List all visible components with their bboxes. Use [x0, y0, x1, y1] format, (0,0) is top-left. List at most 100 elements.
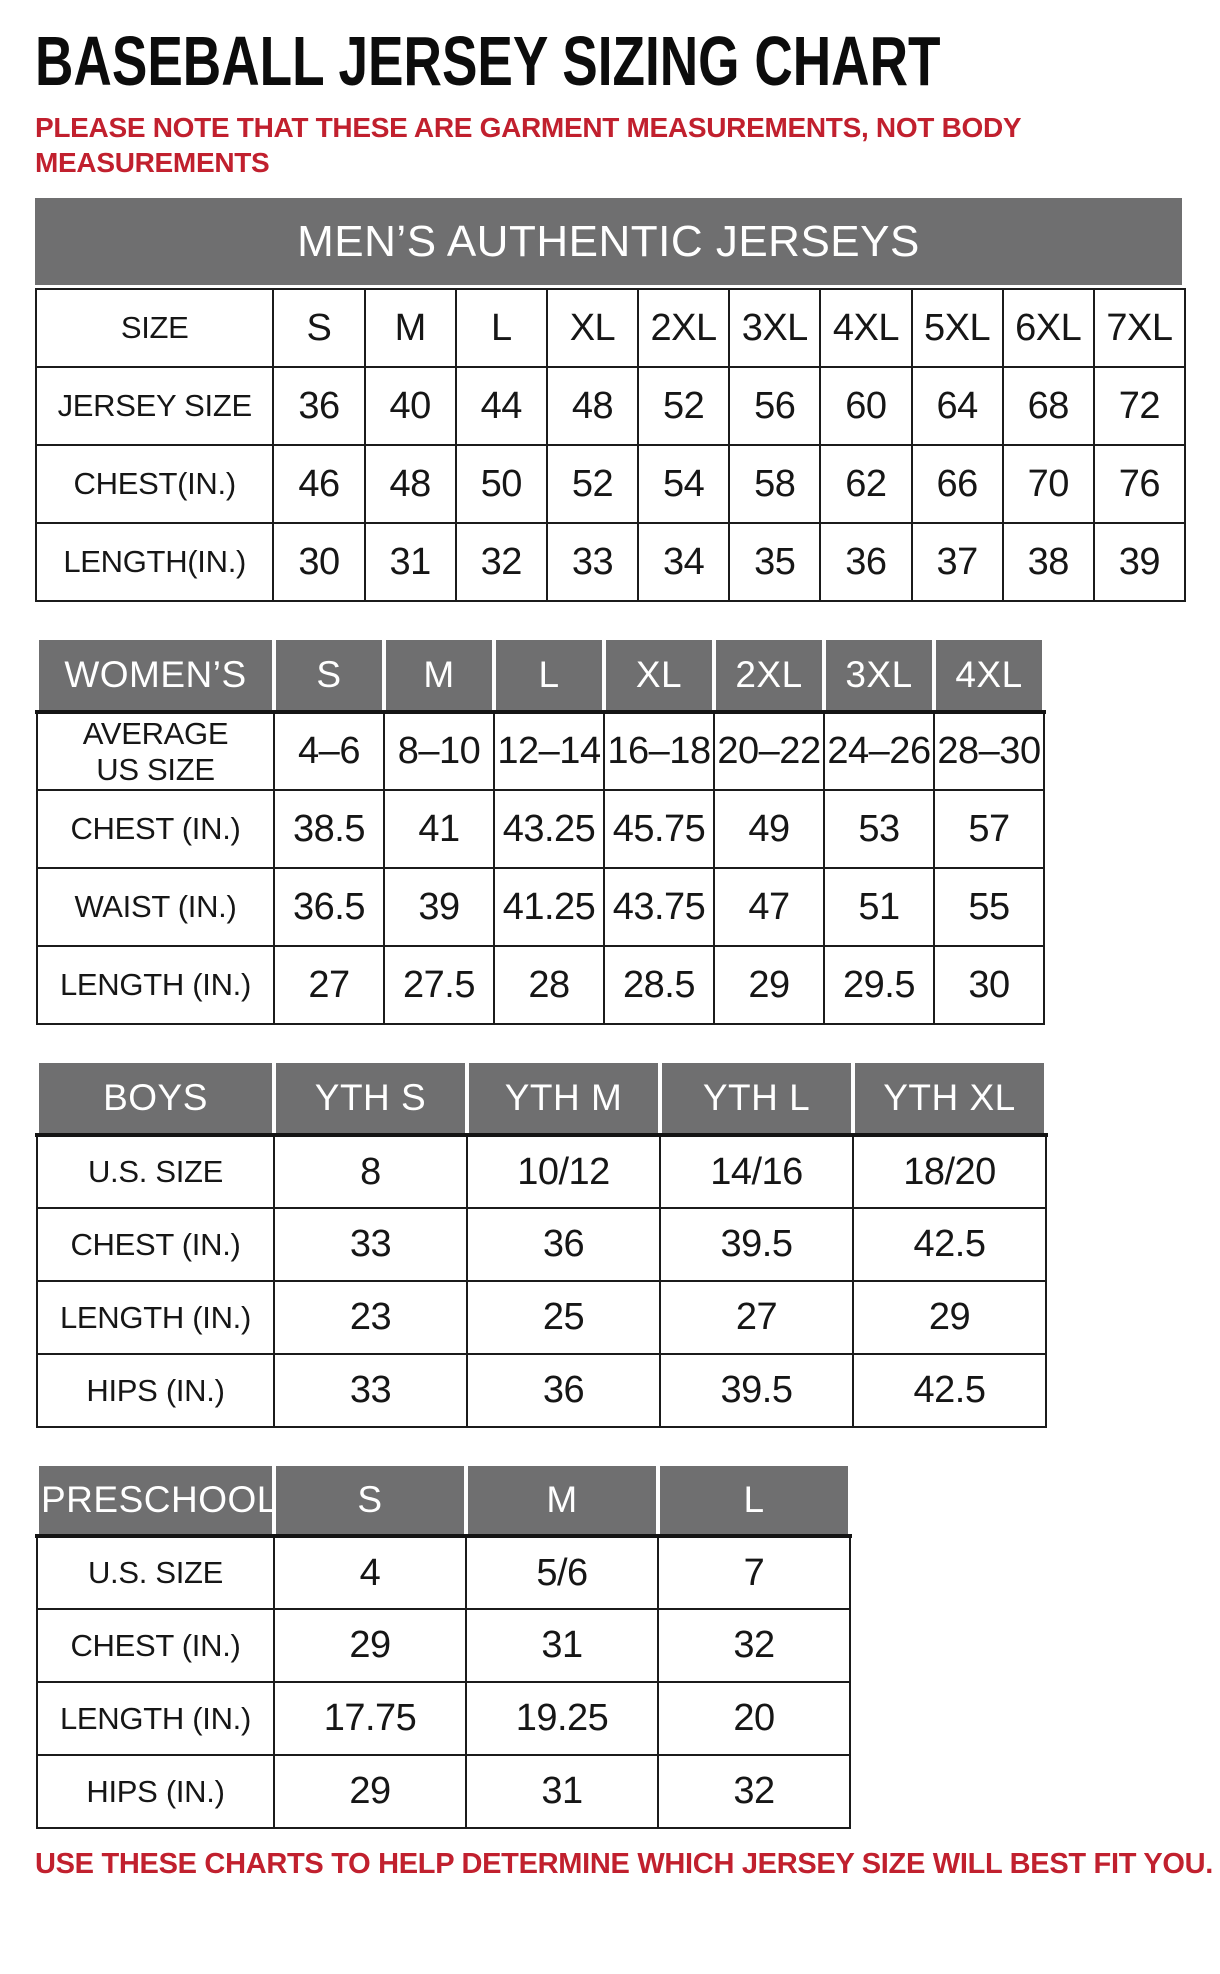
boys-row: HIPS (IN.) 33 36 39.5 42.5 [36, 1353, 1047, 1428]
preschool-row: U.S. SIZE 4 5/6 7 [36, 1535, 851, 1610]
boys-measurement-value: 39.5 [659, 1353, 854, 1428]
preschool-measurement-value: 29 [273, 1608, 467, 1683]
boys-header-row: BOYS YTH S YTH M YTH L YTH XL [35, 1059, 1048, 1137]
womens-size-column-header: XL [602, 636, 716, 714]
boys-size-column-header: YTH S [272, 1059, 469, 1137]
womens-measurement-value: 24–26 [823, 711, 935, 791]
womens-measurement-value: 41.25 [493, 867, 605, 947]
womens-measurement-value: 55 [933, 867, 1045, 947]
boys-header-label: BOYS [35, 1059, 276, 1137]
mens-measurement-value: 37 [910, 522, 1004, 602]
boys-row-label: U.S. SIZE [36, 1134, 275, 1209]
womens-measurement-value: 27.5 [383, 945, 495, 1025]
mens-measurement-value: 35 [728, 522, 822, 602]
mens-measurement-value: 54 [637, 444, 731, 524]
preschool-row-label: CHEST (IN.) [36, 1608, 275, 1683]
boys-table-grid: BOYS YTH S YTH M YTH L YTH XL U.S. SIZE 8 10/12… [35, 1059, 1048, 1428]
fit-help-note: USE THESE CHARTS TO HELP DETERMINE WHICH… [35, 1848, 1214, 1880]
preschool-header-label: PRESCHOOL [35, 1462, 276, 1538]
mens-measurement-value: 48 [363, 444, 457, 524]
boys-size-column-header: YTH L [658, 1059, 855, 1137]
preschool-measurement-value: 17.75 [273, 1681, 467, 1756]
boys-measurement-value: 27 [659, 1280, 854, 1355]
boys-measurement-value: 23 [273, 1280, 468, 1355]
womens-measurement-value: 30 [933, 945, 1045, 1025]
boys-measurement-value: 25 [466, 1280, 661, 1355]
preschool-measurement-value: 7 [657, 1535, 851, 1610]
womens-table-grid: WOMEN’S S M L XL 2XL 3XL 4XL AVERAGE US SIZE 4–6 8… [35, 636, 1046, 1025]
mens-measurement-value: 72 [1092, 366, 1187, 446]
mens-measurement-value: 50 [454, 444, 548, 524]
mens-measurement-value: 32 [454, 522, 548, 602]
womens-row: CHEST (IN.) 38.5 41 43.25 45.75 49 53 57 [36, 789, 1045, 869]
womens-size-column-header: 2XL [712, 636, 826, 714]
preschool-row-label: U.S. SIZE [36, 1535, 275, 1610]
boys-row-label: CHEST (IN.) [36, 1207, 275, 1282]
preschool-measurement-value: 4 [273, 1535, 467, 1610]
mens-measurement-value: 6XL [1001, 288, 1095, 368]
garment-measurements-note: PLEASE NOTE THAT THESE ARE GARMENT MEASU… [35, 112, 1022, 178]
mens-measurement-value: 36 [819, 522, 913, 602]
womens-size-column-header: M [382, 636, 496, 714]
preschool-measurement-value: 32 [657, 1754, 851, 1829]
boys-row: LENGTH (IN.) 23 25 27 29 [36, 1280, 1047, 1355]
preschool-measurement-value: 5/6 [465, 1535, 659, 1610]
womens-measurement-value: 36.5 [273, 867, 385, 947]
womens-measurement-value: 43.75 [603, 867, 715, 947]
womens-size-column-header: S [272, 636, 386, 714]
womens-measurement-value: 28 [493, 945, 605, 1025]
womens-measurement-value: 39 [383, 867, 495, 947]
mens-row: SIZE S M L XL 2XL 3XL 4XL 5XL 6XL 7XL [34, 288, 1187, 368]
boys-measurement-value: 36 [466, 1207, 661, 1282]
mens-measurement-value: L [454, 288, 548, 368]
preschool-table-grid: PRESCHOOL S M L U.S. SIZE 4 5/6 7 CHEST (IN.) 29 3… [35, 1462, 852, 1829]
preschool-measurement-value: 29 [273, 1754, 467, 1829]
mens-row-label: JERSEY SIZE [34, 366, 275, 446]
mens-measurement-value: 30 [272, 522, 366, 602]
womens-size-column-header: 4XL [932, 636, 1046, 714]
boys-row: U.S. SIZE 8 10/12 14/16 18/20 [36, 1134, 1047, 1209]
womens-row: AVERAGE US SIZE 4–6 8–10 12–14 16–18 20–22 24–… [36, 711, 1045, 791]
womens-measurement-value: 45.75 [603, 789, 715, 869]
mens-measurement-value: 7XL [1092, 288, 1187, 368]
mens-banner: MEN’S AUTHENTIC JERSEYS [35, 198, 1182, 285]
mens-measurement-value: 64 [910, 366, 1004, 446]
womens-measurement-value: 38.5 [273, 789, 385, 869]
mens-measurement-value: 38 [1001, 522, 1095, 602]
boys-row-label: HIPS (IN.) [36, 1353, 275, 1428]
womens-row: LENGTH (IN.) 27 27.5 28 28.5 29 29.5 30 [36, 945, 1045, 1025]
womens-measurement-value: 4–6 [273, 711, 385, 791]
womens-measurement-value: 49 [713, 789, 825, 869]
boys-sizing-table: BOYS YTH S YTH M YTH L YTH XL U.S. SIZE 8 10/12… [35, 1059, 1220, 1428]
mens-measurement-value: 31 [363, 522, 457, 602]
mens-measurement-value: 68 [1001, 366, 1095, 446]
womens-measurement-value: 28–30 [933, 711, 1045, 791]
boys-measurement-value: 29 [852, 1280, 1047, 1355]
womens-measurement-value: 29 [713, 945, 825, 1025]
mens-measurement-value: 66 [910, 444, 1004, 524]
mens-measurement-value: XL [545, 288, 640, 368]
womens-row-label: WAIST (IN.) [36, 867, 275, 947]
mens-row-label: CHEST(IN.) [34, 444, 275, 524]
preschool-measurement-value: 32 [657, 1608, 851, 1683]
boys-measurement-value: 10/12 [466, 1134, 661, 1209]
preschool-size-column-header: M [464, 1462, 660, 1538]
mens-measurement-value: 48 [545, 366, 640, 446]
womens-row-label: AVERAGE US SIZE [36, 711, 275, 791]
womens-measurement-value: 20–22 [713, 711, 825, 791]
mens-measurement-value: 4XL [819, 288, 913, 368]
mens-row: CHEST(IN.) 46 48 50 52 54 58 62 66 70 76 [34, 444, 1187, 524]
mens-measurement-value: 36 [272, 366, 366, 446]
mens-measurement-value: 62 [819, 444, 913, 524]
mens-measurement-value: 3XL [728, 288, 822, 368]
womens-size-column-header: L [492, 636, 606, 714]
womens-row-label: LENGTH (IN.) [36, 945, 275, 1025]
mens-table-grid: SIZE S M L XL 2XL 3XL 4XL 5XL 6XL 7XL JERSEY SIZE 36… [34, 288, 1187, 602]
preschool-row-label: HIPS (IN.) [36, 1754, 275, 1829]
womens-measurement-value: 51 [823, 867, 935, 947]
page-title: BASEBALL JERSEY SIZING CHART [35, 22, 941, 100]
preschool-measurement-value: 31 [465, 1608, 659, 1683]
mens-measurement-value: 40 [363, 366, 457, 446]
boys-row-label: LENGTH (IN.) [36, 1280, 275, 1355]
womens-measurement-value: 41 [383, 789, 495, 869]
